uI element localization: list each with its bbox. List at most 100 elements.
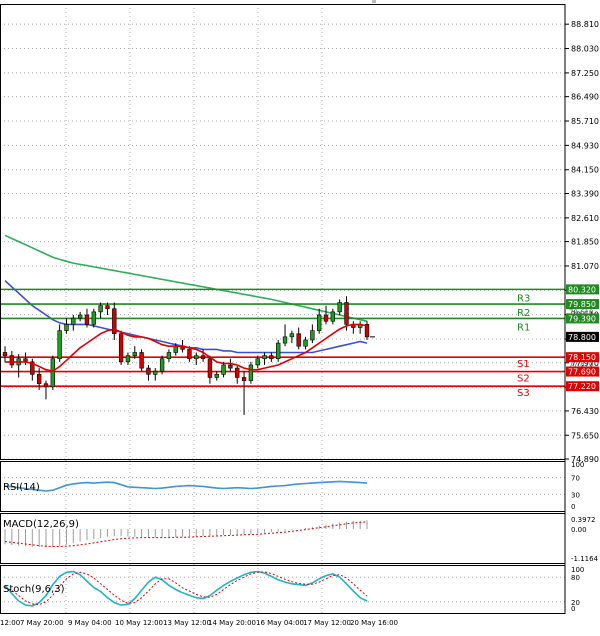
candle-body-bull bbox=[330, 311, 336, 322]
price-badge-text-s1: 78.150 bbox=[568, 353, 596, 362]
scroll-marker bbox=[372, 0, 376, 3]
pivot-label-r2: R2 bbox=[517, 308, 530, 319]
candle bbox=[146, 364, 151, 381]
macd-axis-label: -1.1164 bbox=[571, 555, 599, 563]
rsi-axis-label: 0 bbox=[571, 503, 575, 511]
candle-body-bull bbox=[153, 370, 158, 375]
candle bbox=[30, 358, 35, 381]
y-axis-tick-label: 77.970 bbox=[571, 359, 599, 368]
x-axis-tick-label: 13 May 12:00 bbox=[163, 619, 211, 627]
stoch-axis-label: 100 bbox=[571, 566, 584, 574]
candle bbox=[159, 355, 165, 375]
rsi-line bbox=[4, 480, 368, 492]
rsi-title: RSI(14) bbox=[3, 482, 40, 493]
candle-body-bear bbox=[2, 352, 8, 356]
candle bbox=[112, 302, 117, 340]
candle bbox=[323, 305, 329, 325]
candle-body-bear bbox=[36, 374, 42, 385]
candle-body-bull bbox=[317, 314, 322, 331]
candle-body-bull bbox=[310, 330, 315, 341]
macd-panel: MACD(12,26,9) bbox=[3, 519, 368, 548]
macd-panel-frame bbox=[0, 513, 566, 564]
macd-title: MACD(12,26,9) bbox=[3, 519, 79, 530]
candle-body-bull bbox=[159, 358, 165, 372]
candle bbox=[296, 327, 301, 350]
candle-body-bull bbox=[262, 355, 267, 360]
pivot-label-s1: S1 bbox=[517, 359, 530, 370]
frame-layer bbox=[0, 0, 566, 614]
candle bbox=[71, 314, 76, 331]
x-axis-tick-label: 17 May 12:00 bbox=[303, 619, 351, 627]
x-axis-tick-label: 16 May 04:00 bbox=[256, 619, 304, 627]
candle-body-bear bbox=[105, 305, 110, 310]
candle bbox=[289, 330, 295, 344]
candle bbox=[214, 371, 219, 381]
candle bbox=[317, 308, 322, 334]
crowded-price-label: 77.870 bbox=[569, 360, 594, 368]
candle bbox=[241, 371, 247, 415]
candle-body-bull bbox=[221, 364, 226, 375]
candle-body-bear bbox=[200, 355, 206, 360]
candle bbox=[98, 302, 103, 319]
y-axis-tick-label: 75.650 bbox=[571, 431, 599, 440]
candle bbox=[166, 349, 172, 362]
candle bbox=[57, 324, 62, 362]
candle-body-bear bbox=[187, 349, 192, 360]
price-badge-r2 bbox=[566, 299, 599, 310]
candle bbox=[200, 349, 206, 362]
stoch-axis-label: 20 bbox=[571, 599, 580, 607]
rsi-axis-label: 30 bbox=[571, 491, 580, 499]
candle bbox=[364, 321, 370, 340]
x-axis-tick-label: 12:00 bbox=[0, 619, 20, 627]
x-axis-tick-label: 7 May 20:00 bbox=[20, 619, 64, 627]
candle-body-bull bbox=[71, 317, 76, 325]
ma-slow-line bbox=[4, 234, 368, 322]
current-price-text: 78.800 bbox=[568, 333, 596, 342]
candle bbox=[125, 352, 131, 365]
candle-body-bull bbox=[132, 352, 137, 356]
y-axis-tick-label: 81.070 bbox=[571, 262, 599, 271]
candle bbox=[235, 364, 240, 384]
y-axis-tick-label: 74.890 bbox=[571, 455, 599, 464]
candle bbox=[269, 352, 274, 362]
candle-body-bear bbox=[9, 355, 15, 366]
price-badge-text-r3: 80.320 bbox=[568, 285, 596, 294]
candle-body-bear bbox=[43, 383, 49, 388]
price-badge-r3 bbox=[566, 284, 599, 295]
candle bbox=[276, 339, 281, 362]
candle-body-bull bbox=[337, 302, 342, 313]
candle-body-bull bbox=[50, 358, 55, 388]
candle-body-bull bbox=[125, 355, 131, 363]
price-badge-s3 bbox=[566, 381, 599, 392]
candle bbox=[50, 355, 55, 390]
candle bbox=[139, 349, 144, 372]
axis-layer: 88.810 88.030 87.250 86.490 85.710 84.930 84.1… bbox=[0, 20, 599, 627]
price-badge-s1 bbox=[566, 352, 599, 363]
candle bbox=[330, 308, 336, 325]
grid-layer bbox=[0, 4, 565, 613]
candle-body-bull bbox=[173, 345, 178, 353]
candle bbox=[118, 330, 124, 365]
candle-body-bull bbox=[57, 330, 62, 360]
candle-body-bull bbox=[248, 364, 254, 381]
candle bbox=[153, 368, 158, 381]
crowded-price-label: 79.610 bbox=[569, 309, 594, 317]
candle bbox=[262, 352, 267, 365]
macd-signal-line bbox=[4, 521, 368, 547]
price-badge-s2 bbox=[566, 366, 599, 377]
x-axis-tick-label: 14 May 20:00 bbox=[208, 619, 256, 627]
x-axis-tick-label: 10 May 12:00 bbox=[115, 619, 163, 627]
candle-body-bear bbox=[30, 361, 35, 375]
candle-body-bull bbox=[166, 352, 172, 360]
candle bbox=[344, 296, 349, 331]
candle-body-bull bbox=[77, 314, 83, 319]
candle-body-bear bbox=[112, 308, 117, 335]
candle bbox=[9, 350, 15, 369]
candle-body-bull bbox=[282, 336, 288, 344]
candle bbox=[2, 346, 8, 362]
y-axis-tick-label: 81.850 bbox=[571, 238, 599, 247]
candle bbox=[337, 299, 342, 315]
candle-body-bull bbox=[289, 333, 295, 338]
